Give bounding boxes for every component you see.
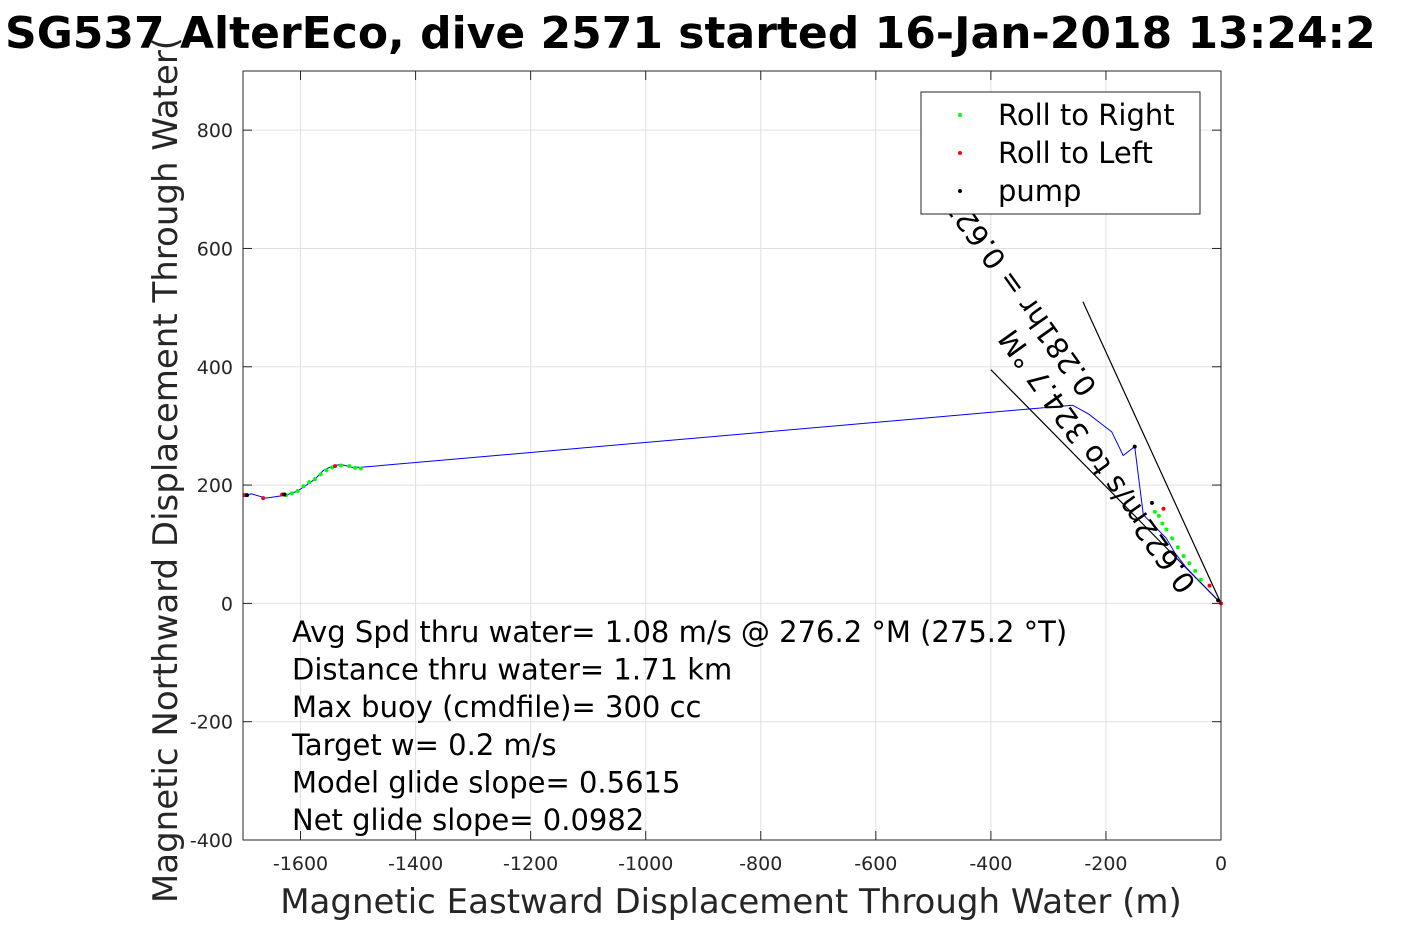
roll-right-point <box>353 465 358 470</box>
markers <box>242 444 1223 606</box>
roll-right-point <box>318 472 323 477</box>
track-line <box>242 404 1222 604</box>
annotation-line: Net glide slope= 0.0982 <box>292 803 644 837</box>
roll-right-point <box>1170 536 1175 541</box>
y-tick-label: 600 <box>197 238 233 260</box>
pump-point <box>1149 500 1154 505</box>
roll-right-point <box>301 484 306 489</box>
roll-right-point <box>295 488 300 493</box>
annotation-line: Model glide slope= 0.5615 <box>292 765 680 799</box>
x-tick-label: -1000 <box>618 853 673 875</box>
roll-left-point <box>261 496 266 501</box>
x-tick-label: -1600 <box>273 853 328 875</box>
legend-label: Roll to Left <box>998 136 1153 170</box>
roll-left-point <box>333 464 338 469</box>
roll-right-point <box>1164 527 1169 532</box>
annotation-line: Distance thru water= 1.71 km <box>292 653 732 687</box>
legend-marker <box>958 113 962 117</box>
roll-right-point <box>1152 509 1157 514</box>
roll-left-point <box>1161 506 1166 511</box>
roll-right-point <box>324 468 329 473</box>
legend-box <box>920 91 1201 215</box>
roll-right-point <box>1193 568 1198 573</box>
roll-right-point <box>358 466 363 471</box>
guide-line <box>1082 301 1222 604</box>
legend: Roll to Right Roll to Left pump <box>920 91 1201 215</box>
roll-left-point <box>1207 583 1212 588</box>
y-tick-label: 800 <box>197 120 233 142</box>
plot-frame <box>242 70 1222 841</box>
legend-marker <box>958 189 962 193</box>
roll-right-point <box>347 464 352 469</box>
y-ticks: -400 -200 0 200 400 600 800 <box>190 120 1221 852</box>
annotation-line: Max buoy (cmdfile)= 300 cc <box>292 690 701 724</box>
roll-right-point <box>338 463 343 468</box>
roll-right-point <box>1198 577 1203 582</box>
x-tick-label: -1400 <box>388 853 443 875</box>
x-tick-label: -1200 <box>503 853 558 875</box>
y-tick-label: 200 <box>197 475 233 497</box>
x-tick-label: -200 <box>1084 853 1127 875</box>
x-tick-label: -800 <box>739 853 782 875</box>
chart-title: SG537 AlterEco, dive 2571 started 16-Jan… <box>5 8 1376 59</box>
y-axis-label: Magnetic Northward Displacement Through … <box>146 37 186 903</box>
annotation-line: Avg Spd thru water= 1.08 m/s @ 276.2 °M … <box>292 615 1067 649</box>
roll-right-point <box>307 480 312 485</box>
y-tick-label: 0 <box>221 593 233 615</box>
x-tick-label: -400 <box>969 853 1012 875</box>
pump-point <box>1216 598 1221 603</box>
roll-right-point <box>1160 521 1165 526</box>
annotations: Avg Spd thru water= 1.08 m/s @ 276.2 °M … <box>291 615 1067 837</box>
roll-right-point <box>312 477 317 482</box>
annotation-line: Target w= 0.2 m/s <box>291 728 557 762</box>
legend-label: pump <box>998 174 1081 208</box>
roll-right-point <box>1187 561 1192 566</box>
legend-marker <box>958 151 962 155</box>
roll-right-point <box>1181 554 1186 559</box>
x-tick-label: -600 <box>854 853 897 875</box>
x-ticks: -1600 -1400 -1200 -1000 -800 -600 -400 -200 0 <box>273 71 1227 875</box>
pump-point <box>1132 444 1137 449</box>
roll-right-point <box>289 491 294 496</box>
roll-right-point <box>1156 513 1161 518</box>
pump-point <box>282 492 287 497</box>
y-tick-label: -200 <box>190 712 233 734</box>
y-tick-label: 400 <box>197 357 233 379</box>
track <box>242 404 1222 604</box>
y-tick-label: -400 <box>190 830 233 852</box>
legend-label: Roll to Right <box>998 98 1175 132</box>
pump-point <box>245 493 250 498</box>
roll-right-point <box>1175 545 1180 550</box>
x-axis-label: Magnetic Eastward Displacement Through W… <box>280 882 1182 922</box>
x-tick-label: 0 <box>1215 853 1227 875</box>
